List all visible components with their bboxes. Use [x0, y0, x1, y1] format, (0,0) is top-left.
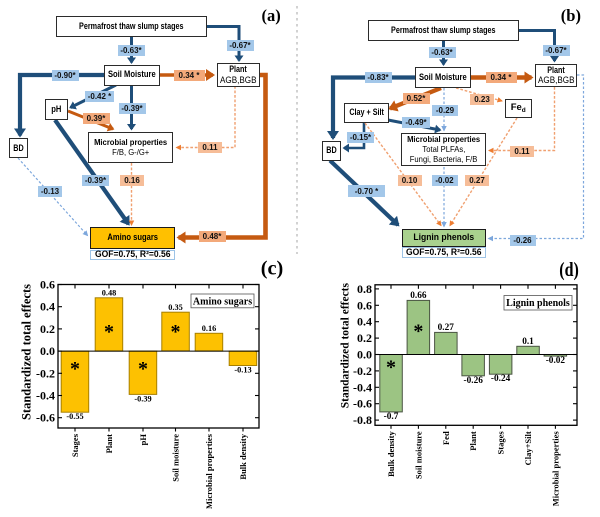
svg-text:Amino sugars: Amino sugars: [193, 296, 252, 307]
svg-text:0.2: 0.2: [40, 322, 55, 336]
svg-text:-0.2: -0.2: [36, 366, 55, 380]
svg-text:Microbial properties: Microbial properties: [550, 431, 560, 507]
svg-text:(d): (d): [559, 259, 579, 281]
svg-text:*: *: [138, 358, 148, 380]
svg-text:Standardized total effects: Standardized total effects: [340, 282, 352, 408]
svg-text:0.1: 0.1: [522, 337, 534, 347]
svg-text:*: *: [171, 321, 181, 343]
svg-text:*: *: [413, 321, 423, 343]
svg-text:-0.6: -0.6: [36, 411, 55, 425]
svg-text:Lignin phenols: Lignin phenols: [506, 298, 570, 309]
svg-text:-0.7: -0.7: [384, 412, 399, 422]
svg-text:0.6: 0.6: [357, 298, 372, 312]
svg-text:Stages: Stages: [496, 431, 506, 455]
svg-text:pH: pH: [138, 434, 148, 446]
svg-text:-0.39: -0.39: [134, 394, 151, 403]
svg-text:Soil moisture: Soil moisture: [413, 431, 423, 479]
svg-text:0.0: 0.0: [357, 348, 372, 362]
svg-text:(c): (c): [261, 258, 284, 280]
svg-text:0.8: 0.8: [357, 282, 372, 296]
svg-text:*: *: [104, 321, 114, 343]
svg-text:Bulk density: Bulk density: [386, 431, 396, 477]
svg-text:-0.26: -0.26: [464, 376, 484, 386]
svg-text:0.6: 0.6: [40, 278, 55, 292]
svg-text:Plant: Plant: [104, 434, 114, 454]
svg-text:0.4: 0.4: [357, 315, 372, 329]
svg-text:0.2: 0.2: [357, 331, 372, 345]
svg-text:0.27: 0.27: [438, 323, 455, 333]
svg-text:Soil moisture: Soil moisture: [171, 434, 181, 482]
svg-text:0.48: 0.48: [102, 288, 117, 297]
svg-text:-0.2: -0.2: [353, 364, 372, 378]
svg-text:-0.13: -0.13: [234, 366, 251, 375]
svg-text:-0.8: -0.8: [353, 413, 372, 427]
svg-text:Bulk density: Bulk density: [238, 433, 248, 479]
svg-text:Clay+Silt: Clay+Silt: [523, 431, 533, 465]
svg-text:0.0: 0.0: [40, 344, 55, 358]
svg-text:0.66: 0.66: [410, 291, 427, 301]
svg-text:-0.02: -0.02: [546, 356, 566, 366]
svg-text:-0.24: -0.24: [491, 374, 511, 384]
svg-text:-0.6: -0.6: [353, 397, 372, 411]
svg-text:-0.55: -0.55: [66, 412, 83, 421]
svg-text:0.16: 0.16: [202, 324, 217, 333]
svg-text:*: *: [386, 357, 396, 379]
svg-text:Standardized total effects: Standardized total effects: [20, 284, 34, 420]
svg-text:0.35: 0.35: [168, 303, 183, 312]
svg-text:0.4: 0.4: [40, 300, 55, 314]
svg-text:Microbial properties: Microbial properties: [204, 433, 214, 509]
svg-text:*: *: [70, 358, 80, 380]
svg-text:Stages: Stages: [70, 433, 80, 457]
svg-text:-0.4: -0.4: [353, 380, 372, 394]
svg-text:Plant: Plant: [468, 431, 478, 451]
svg-text:Fed: Fed: [441, 431, 451, 445]
svg-text:-0.4: -0.4: [36, 389, 55, 403]
